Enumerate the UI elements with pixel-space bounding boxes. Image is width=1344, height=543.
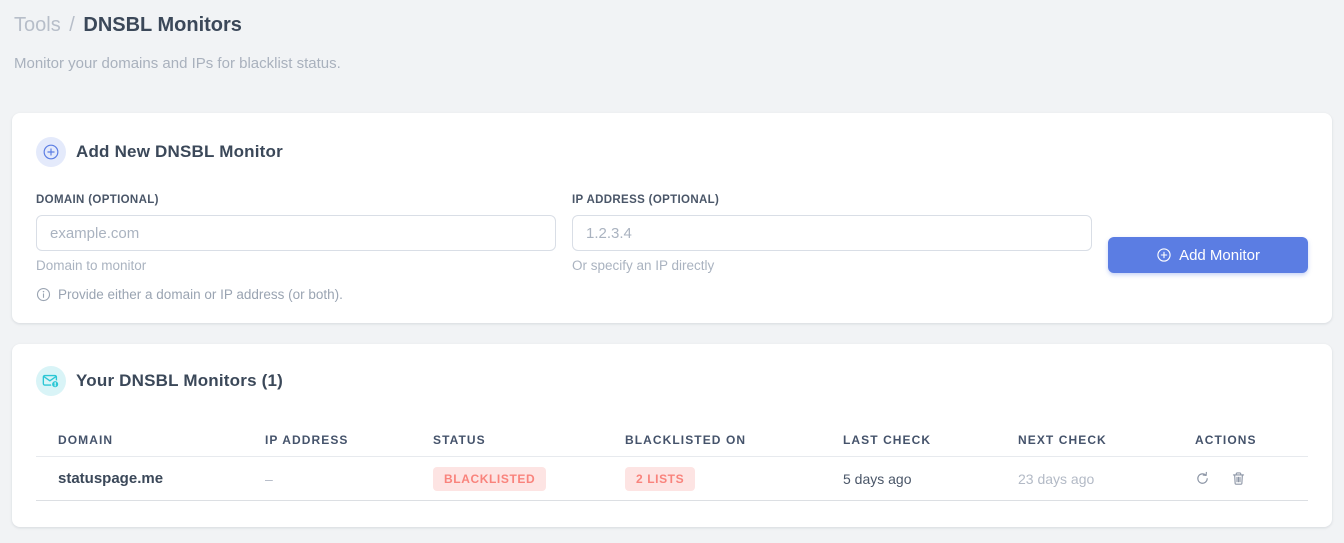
column-header-status: STATUS [433,432,486,447]
add-monitor-form: DOMAIN (OPTIONAL) Domain to monitor IP A… [36,194,1308,273]
blacklisted-on-badge[interactable]: 2 LISTS [625,466,696,491]
breadcrumb-section[interactable]: Tools [14,14,61,36]
trash-icon [1231,471,1246,486]
domain-field-label: DOMAIN (OPTIONAL) [36,194,159,206]
breadcrumb-separator: / [69,14,75,36]
info-icon [36,287,51,302]
domain-input[interactable] [36,215,556,251]
refresh-button[interactable] [1195,471,1210,486]
mail-alert-icon [36,366,66,396]
add-monitor-button[interactable]: Add Monitor [1108,237,1308,273]
plus-circle-icon [1156,247,1172,263]
domain-field: DOMAIN (OPTIONAL) Domain to monitor [36,194,556,273]
cell-blacklisted-on: 2 LISTS [625,466,843,491]
form-note-text: Provide either a domain or IP address (o… [58,287,343,302]
cell-ip-address: – [265,470,273,487]
delete-button[interactable] [1231,471,1246,486]
domain-field-helper: Domain to monitor [36,258,147,273]
column-header-domain: DOMAIN [58,432,114,447]
cell-status: BLACKLISTED [433,466,625,491]
ip-field: IP ADDRESS (OPTIONAL) Or specify an IP d… [572,194,1092,273]
refresh-icon [1195,471,1210,486]
add-monitor-card: Add New DNSBL Monitor DOMAIN (OPTIONAL) … [12,113,1332,323]
plus-circle-icon [36,137,66,167]
monitors-card-title: Your DNSBL Monitors (1) [76,371,284,390]
monitors-card: Your DNSBL Monitors (1) DOMAIN IP ADDRES… [12,344,1332,527]
form-note: Provide either a domain or IP address (o… [36,287,1308,302]
column-header-actions: ACTIONS [1195,432,1257,447]
table-row: statuspage.me – BLACKLISTED 2 LISTS 5 da… [36,456,1308,501]
column-header-blacklisted-on: BLACKLISTED ON [625,432,747,447]
add-monitor-card-title: Add New DNSBL Monitor [76,142,283,161]
ip-field-label: IP ADDRESS (OPTIONAL) [572,194,720,206]
cell-domain: statuspage.me [58,470,164,487]
add-monitor-card-header: Add New DNSBL Monitor [36,137,1308,167]
monitors-table: DOMAIN IP ADDRESS STATUS BLACKLISTED ON … [36,423,1308,501]
ip-field-helper: Or specify an IP directly [572,258,715,273]
add-monitor-button-label: Add Monitor [1179,246,1260,264]
ip-input[interactable] [572,215,1092,251]
column-header-last-check: LAST CHECK [843,432,932,447]
column-header-next-check: NEXT CHECK [1018,432,1107,447]
page-title: DNSBL Monitors [83,14,242,36]
breadcrumb: Tools / DNSBL Monitors [14,12,1330,38]
cell-next-check: 23 days ago [1018,470,1095,487]
column-header-ip-address: IP ADDRESS [265,432,349,447]
cell-actions [1195,471,1308,486]
monitors-card-header: Your DNSBL Monitors (1) [36,366,1308,396]
page-header: Tools / DNSBL Monitors Monitor your doma… [0,0,1344,72]
table-header-row: DOMAIN IP ADDRESS STATUS BLACKLISTED ON … [36,423,1308,456]
cell-last-check: 5 days ago [843,470,912,487]
page-subtitle: Monitor your domains and IPs for blackli… [14,55,341,72]
status-badge: BLACKLISTED [433,466,547,491]
